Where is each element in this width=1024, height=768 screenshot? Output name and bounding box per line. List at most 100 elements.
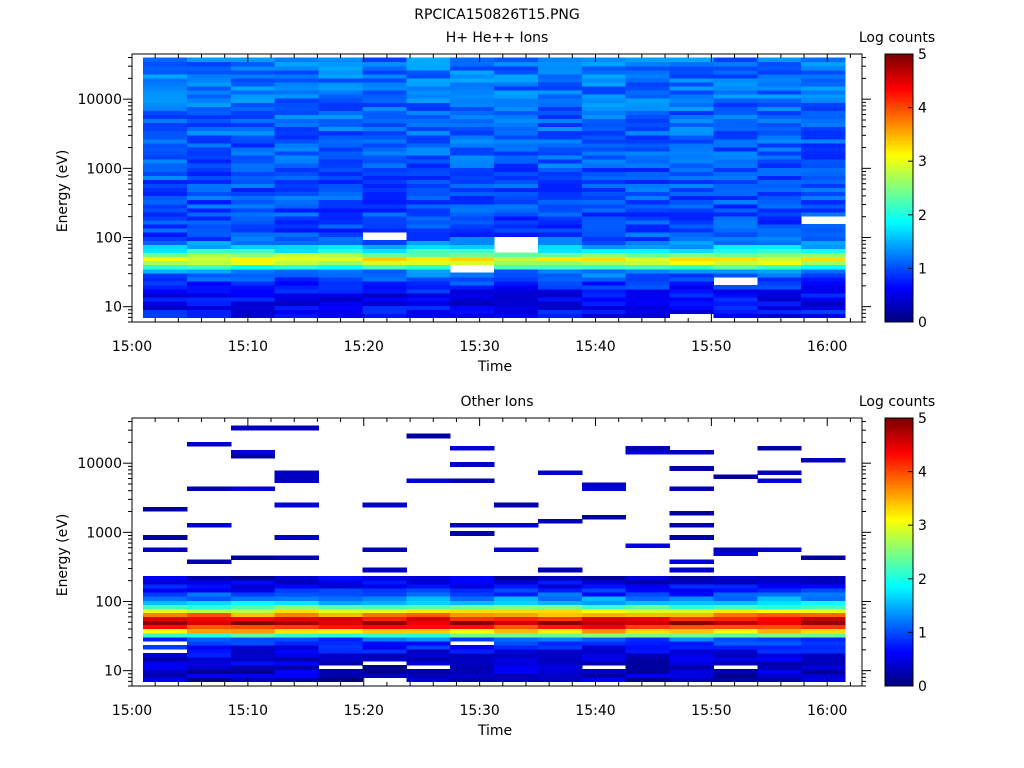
heatmap-cell (406, 167, 451, 172)
heatmap-cell (801, 77, 846, 83)
heatmap-cell (801, 203, 846, 209)
heatmap-cell (713, 207, 758, 213)
heatmap-cell (494, 620, 539, 626)
heatmap-cell (318, 130, 363, 136)
heatmap-cell (757, 126, 802, 132)
heatmap-cell (625, 219, 671, 225)
heatmap-cell (318, 280, 363, 286)
heatmap-cell (625, 313, 671, 318)
colorbar-segment (885, 261, 913, 265)
heatmap-cell (143, 191, 188, 197)
colorbar-segment (885, 440, 913, 444)
heatmap-cell (143, 223, 188, 229)
heatmap-cell (230, 146, 276, 152)
heatmap-cell (450, 81, 495, 87)
colorbar-segment (885, 554, 913, 558)
heatmap-cell (450, 592, 495, 597)
colorbar-segment (885, 480, 913, 484)
heatmap-cell (406, 73, 451, 79)
heatmap-cell (186, 98, 232, 103)
heatmap-cell (318, 268, 363, 274)
heatmap-cell (537, 628, 583, 634)
heatmap-cell (274, 57, 320, 63)
heatmap-cell (362, 657, 407, 662)
heatmap-cell (186, 61, 232, 67)
heatmap-cell (713, 669, 758, 674)
heatmap-cell (625, 632, 671, 638)
colorbar-segment (885, 299, 913, 303)
heatmap-cell (801, 268, 846, 274)
heatmap-cell (143, 600, 188, 605)
heatmap-cell (581, 191, 627, 197)
heatmap-cell (230, 94, 276, 99)
heatmap-cell (801, 134, 846, 140)
heatmap-cell (186, 236, 232, 241)
heatmap-cell (537, 608, 583, 613)
colorbar-segment (885, 558, 913, 562)
heatmap-cell (494, 102, 539, 107)
colorbar-segment (885, 129, 913, 133)
heatmap-cell (625, 81, 671, 87)
heatmap-cell (450, 85, 495, 91)
heatmap-cell (362, 636, 407, 642)
heatmap-cell (274, 236, 320, 241)
heatmap-cell (537, 179, 583, 184)
heatmap-cell (186, 596, 232, 601)
heatmap-cell (494, 57, 539, 63)
heatmap-cell (581, 636, 627, 642)
colorbar-segment (885, 223, 913, 227)
heatmap-cell (494, 134, 539, 140)
heatmap-cell (581, 207, 627, 213)
heatmap-cell (494, 167, 539, 172)
heatmap-cell (713, 244, 758, 249)
heatmap-cell (143, 583, 188, 589)
heatmap-cell (757, 677, 802, 682)
heatmap-cell (669, 301, 714, 306)
heatmap-cell (186, 284, 232, 290)
heatmap-cell (143, 248, 188, 254)
heatmap-cell (625, 199, 671, 205)
x-tick-label: 15:30 (459, 703, 499, 719)
heatmap-cell (625, 167, 671, 172)
colorbar-segment (885, 80, 913, 84)
heatmap-cell (669, 260, 714, 266)
heatmap-cell (537, 122, 583, 128)
heatmap-cell (757, 301, 802, 306)
colorbar-segment (885, 188, 913, 191)
heatmap-cell (230, 171, 276, 176)
heatmap-cell (713, 252, 758, 258)
heatmap-cell (362, 644, 407, 650)
heatmap-cell (362, 244, 407, 249)
heatmap-cell (537, 199, 583, 205)
colorbar-segment (885, 583, 913, 587)
heatmap-cell (274, 648, 320, 654)
heatmap-cell (625, 449, 671, 455)
heatmap-cell (757, 102, 802, 107)
x-tick-label: 15:20 (344, 339, 384, 355)
heatmap-cell (406, 199, 451, 205)
heatmap-cell (757, 81, 802, 87)
colorbar-segment (885, 263, 913, 267)
heatmap-cell (801, 458, 846, 463)
heatmap-cell (406, 138, 451, 144)
heatmap-cell (143, 154, 188, 160)
heatmap-cell (669, 223, 714, 229)
heatmap-cell (581, 179, 627, 184)
heatmap-cell (801, 640, 846, 646)
heatmap-cell (143, 652, 188, 658)
heatmap-cell (494, 592, 539, 597)
heatmap-cell (406, 624, 451, 630)
heatmap-cell (713, 313, 758, 318)
heatmap-cell (669, 624, 714, 630)
heatmap-cell (143, 236, 188, 241)
heatmap-cell (625, 657, 671, 662)
heatmap-cell (274, 624, 320, 630)
colorbar-segment (885, 467, 913, 470)
heatmap-cell (757, 171, 802, 176)
y-tick-label: 100 (95, 594, 122, 610)
x-tick-label: 16:00 (807, 703, 847, 719)
heatmap-cell (406, 616, 451, 622)
heatmap-cell (494, 110, 539, 115)
colorbar-segment (885, 552, 913, 555)
heatmap-cell (669, 126, 714, 132)
